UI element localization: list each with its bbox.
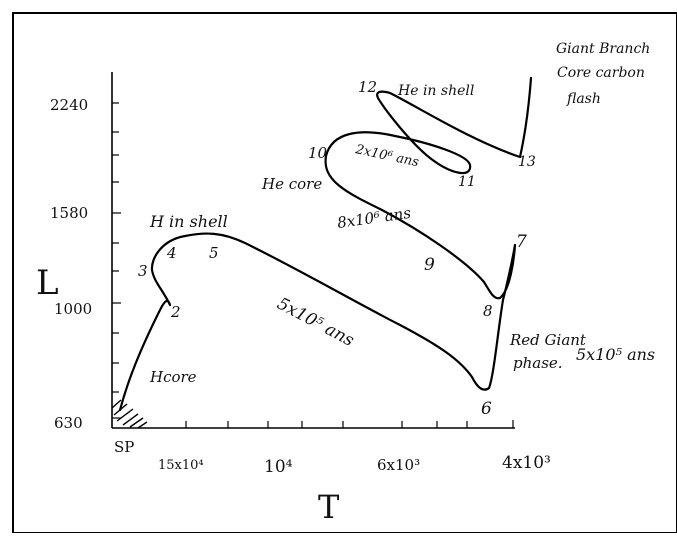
point-7: 7 (516, 232, 527, 252)
hatched-region (111, 399, 148, 429)
point-13: 13 (518, 154, 536, 170)
label-duration-main: 5x10⁵ ans (274, 294, 358, 351)
label-duration-loop: 2x10⁶ ans (353, 142, 420, 170)
y-axis-title: L (36, 263, 59, 303)
label-h-core: Hcore (149, 368, 197, 386)
point-4: 4 (166, 244, 177, 262)
label-duration-he: 8x10⁶ ans (336, 204, 412, 232)
x-tick-6x10-3: 6x10³ (377, 456, 420, 474)
y-tick-630: 630 (54, 414, 83, 432)
label-flash: flash (566, 91, 601, 107)
label-he-in-shell: He in shell (397, 83, 474, 99)
y-axis-ticks (112, 102, 121, 419)
point-9: 9 (424, 255, 435, 275)
label-h-in-shell: H in shell (149, 212, 228, 231)
y-tick-1000: 1000 (54, 300, 92, 318)
point-12: 12 (358, 78, 377, 96)
y-tick-2240: 2240 (50, 96, 88, 114)
label-red-giant-time: 5x10⁵ ans (576, 345, 655, 364)
x-axis-ticks (185, 420, 514, 428)
y-tick-1580: 1580 (50, 204, 88, 222)
evolution-track (118, 76, 533, 412)
x-axis-title: T (318, 488, 340, 526)
point-8: 8 (483, 302, 493, 320)
point-11: 11 (458, 174, 476, 190)
point-2: 2 (170, 303, 181, 321)
label-core-carbon: Core carbon (557, 65, 645, 81)
x-tick-15x10-4: 15x10⁴ (158, 458, 204, 473)
x-tick-10-4: 10⁴ (264, 457, 293, 477)
point-6: 6 (481, 399, 492, 419)
point-5: 5 (209, 244, 219, 262)
label-he-core: He core (261, 175, 322, 193)
point-3: 3 (138, 262, 148, 280)
label-red-giant: Red Giant (509, 331, 587, 349)
x-tick-4x10-3: 4x10³ (502, 453, 551, 473)
label-red-giant-phase: phase. (513, 354, 563, 372)
point-10: 10 (308, 144, 328, 162)
label-giant-branch: Giant Branch (556, 41, 650, 57)
x-tick-sp: SP (114, 438, 134, 456)
